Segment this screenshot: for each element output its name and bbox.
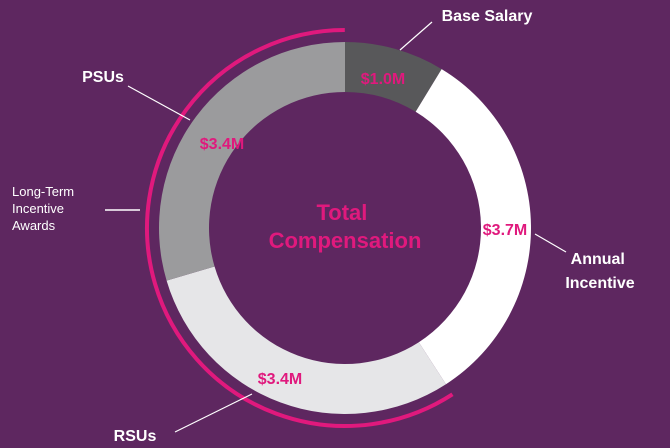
value-label: $1.0M (361, 71, 405, 88)
donut-segment (345, 42, 442, 112)
category-label: PSUs (82, 69, 124, 86)
value-label: $3.7M (483, 222, 527, 239)
leader-line (399, 21, 433, 51)
leader-line (127, 85, 191, 121)
center-title: Total Compensation (269, 200, 422, 253)
donut-segment (166, 266, 446, 414)
category-label: Annual Incentive (565, 251, 634, 292)
leader-line (534, 233, 567, 253)
donut-segment (415, 69, 531, 385)
leader-line (174, 393, 253, 433)
value-label: $3.4M (258, 371, 302, 388)
value-label: $3.4M (200, 136, 244, 153)
annotation: Long-Term Incentive Awards (12, 184, 78, 233)
bracket-arc (145, 28, 454, 428)
donut-segment (158, 42, 345, 281)
category-label: RSUs (114, 428, 157, 445)
category-label: Base Salary (442, 8, 533, 25)
